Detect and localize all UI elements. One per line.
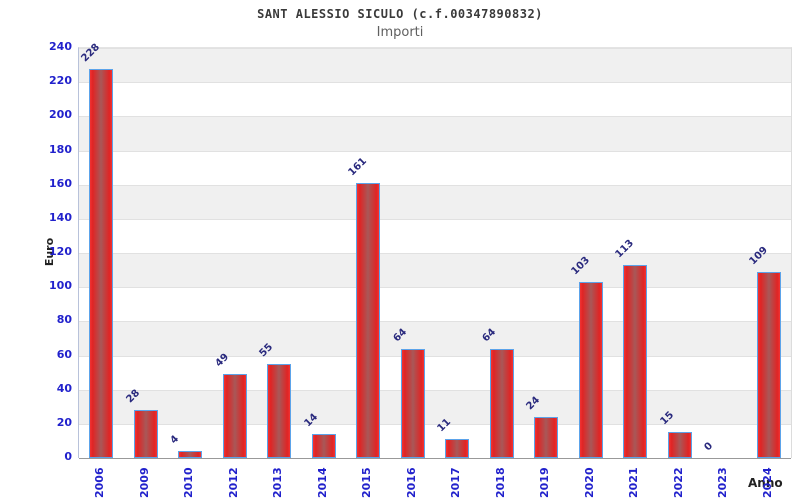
x-tick-label: 2015	[360, 467, 374, 498]
x-axis-line	[79, 457, 791, 459]
bar	[178, 451, 203, 458]
x-axis-label: Anno	[748, 476, 783, 490]
grid-band	[79, 48, 791, 83]
bar	[756, 271, 781, 458]
grid-line	[79, 116, 791, 118]
y-tick-label: 240	[49, 40, 72, 53]
x-tick-label: 2013	[271, 467, 285, 498]
plot-area: 228 28 4 49 55 14 161 64 11 64 24 103 113 15 0 109	[78, 41, 792, 459]
grid-line	[79, 253, 791, 254]
x-tick-label: 2019	[538, 467, 552, 498]
grid-line	[79, 218, 791, 220]
grid-band	[79, 82, 791, 117]
bar	[311, 434, 336, 458]
grid-line	[79, 321, 791, 323]
bar	[534, 417, 559, 458]
x-tick-label: 2022	[671, 467, 685, 498]
grid-band	[79, 150, 791, 185]
bar	[133, 410, 158, 458]
chart-title: SANT ALESSIO SICULO (c.f.00347890832)	[257, 7, 543, 21]
y-tick-label: 180	[49, 142, 72, 156]
chart-subtitle: Importi	[376, 25, 424, 40]
x-tick-label: 2024	[760, 467, 774, 498]
bar	[445, 439, 470, 458]
grid-band	[79, 116, 791, 151]
x-tick-label: 2012	[226, 467, 240, 498]
bar	[400, 348, 425, 458]
bar	[267, 364, 292, 458]
grid-line	[79, 184, 791, 186]
grid-line	[79, 355, 791, 357]
y-tick-label: 120	[49, 245, 72, 258]
grid-band	[79, 253, 791, 288]
y-tick-label: 100	[49, 279, 72, 293]
grid-line	[79, 150, 791, 152]
x-tick-label: 2016	[404, 467, 418, 498]
x-tick-label: 2018	[493, 467, 507, 498]
bar	[623, 264, 648, 458]
grid-band	[79, 389, 791, 424]
grid-line	[79, 389, 791, 391]
y-tick-label: 0	[64, 450, 72, 463]
grid-band	[79, 184, 791, 219]
y-tick-label: 220	[49, 74, 72, 88]
bar	[222, 374, 247, 458]
y-tick-label: 200	[49, 108, 72, 122]
x-tick-label: 2023	[716, 467, 730, 498]
bar	[489, 348, 514, 458]
x-tick-label: 2017	[449, 467, 463, 498]
grid-band	[79, 287, 791, 322]
grid-band	[79, 321, 791, 356]
bar	[356, 182, 381, 458]
y-tick-label: 60	[56, 347, 72, 361]
grid-band	[79, 218, 791, 253]
bar	[667, 432, 692, 458]
x-tick-label: 2021	[627, 467, 641, 498]
y-tick-label: 160	[49, 176, 72, 190]
x-tick-label: 2009	[137, 467, 151, 498]
grid-band	[79, 355, 791, 390]
x-tick-label: 2014	[315, 467, 329, 498]
y-tick-label: 40	[56, 381, 72, 395]
grid-line	[79, 82, 791, 84]
y-tick-label: 80	[56, 313, 72, 327]
bar	[89, 68, 114, 458]
x-tick-label: 2020	[582, 467, 596, 498]
bar	[578, 282, 603, 458]
y-tick-label: 20	[56, 415, 72, 429]
y-tick-label: 140	[49, 210, 72, 224]
grid-line	[79, 423, 791, 425]
grid-line	[79, 287, 791, 289]
x-tick-label: 2010	[182, 467, 196, 498]
grid-line	[79, 48, 791, 49]
x-tick-label: 2006	[93, 467, 107, 498]
